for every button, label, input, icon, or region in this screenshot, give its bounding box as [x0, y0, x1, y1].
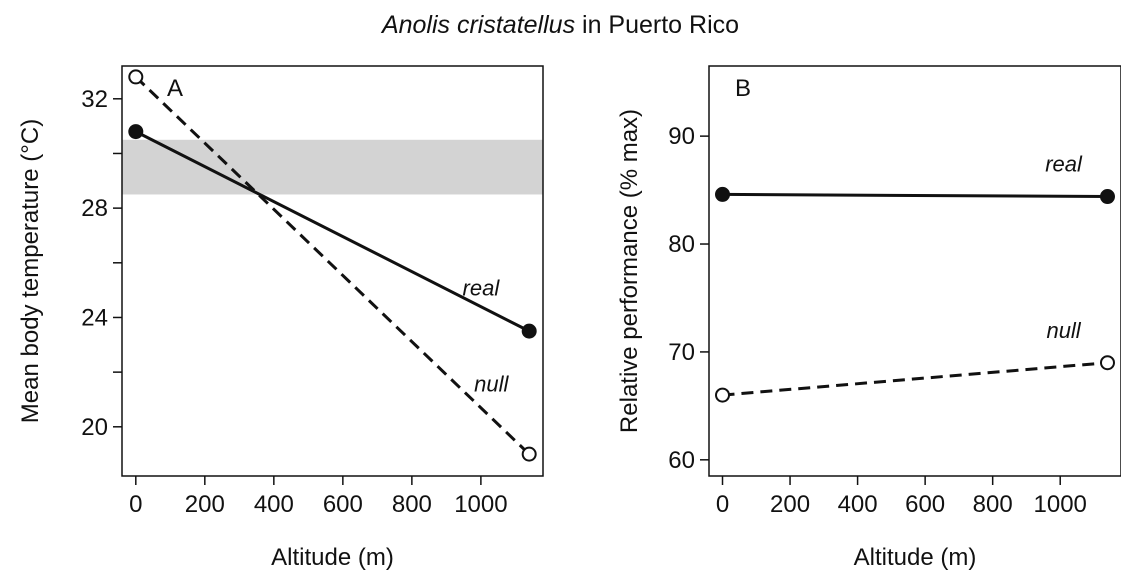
y-tick-label: 20 [81, 414, 108, 441]
y-tick-label: 70 [668, 339, 695, 366]
x-tick-label: 600 [905, 491, 945, 518]
series-null-line [722, 361, 1108, 397]
annotation-real: real [1045, 152, 1083, 177]
x-tick-label: 800 [392, 491, 432, 518]
y-tick-label: 24 [81, 304, 108, 331]
plot-frame [121, 65, 544, 477]
panel-a: 0 200 400 600 800 1000 20 24 28 32 Altitude (m) Mea… [17, 65, 544, 571]
series-null-point [1099, 355, 1115, 371]
x-tick-label: 0 [129, 491, 142, 518]
y-tick-label: 90 [668, 123, 695, 150]
x-tick-label: 200 [770, 491, 810, 518]
y-axis-label: Mean body temperature (°C) [17, 119, 44, 423]
plot-frame [708, 65, 1121, 477]
figure-title: Anolis cristatellus in Puerto Rico [0, 10, 1121, 40]
y-tick-label: 60 [668, 447, 695, 474]
series-real-point [1099, 189, 1115, 205]
x-tick-label: 400 [254, 491, 294, 518]
x-axis-label: Altitude (m) [854, 544, 977, 571]
y-tick-label: 32 [81, 86, 108, 113]
series-real-point [128, 124, 144, 140]
x-tick-label: 1000 [1034, 491, 1087, 518]
panel-label: B [735, 75, 751, 102]
panel-b: 0 200 400 600 800 1000 60 70 80 90 Altitude (m) Rel… [616, 65, 1121, 571]
figure-title-location: in Puerto Rico [575, 11, 740, 39]
annotation-null: null [1046, 318, 1081, 343]
series-null-line [134, 75, 531, 456]
series-null-point [521, 446, 537, 462]
x-tick-label: 400 [838, 491, 878, 518]
series-real-line [722, 192, 1108, 199]
series-real-point [521, 323, 537, 339]
y-tick-label: 28 [81, 195, 108, 222]
x-tick-label: 800 [973, 491, 1013, 518]
series-null-point [128, 69, 144, 85]
x-axis-label: Altitude (m) [271, 544, 394, 571]
x-tick-label: 200 [185, 491, 225, 518]
y-axis-label: Relative performance (% max) [616, 109, 643, 433]
x-tick-label: 1000 [454, 491, 507, 518]
annotation-null: null [474, 371, 509, 396]
series-real-line [135, 130, 530, 333]
x-tick-label: 0 [716, 491, 729, 518]
panel-label: A [167, 75, 183, 102]
annotation-real: real [463, 276, 501, 301]
y-tick-label: 80 [668, 231, 695, 258]
x-tick-label: 600 [323, 491, 363, 518]
series-real-point [715, 186, 731, 202]
shaded-band [122, 139, 543, 195]
series-null-point [715, 387, 731, 403]
figure-title-species: Anolis cristatellus [381, 11, 576, 39]
